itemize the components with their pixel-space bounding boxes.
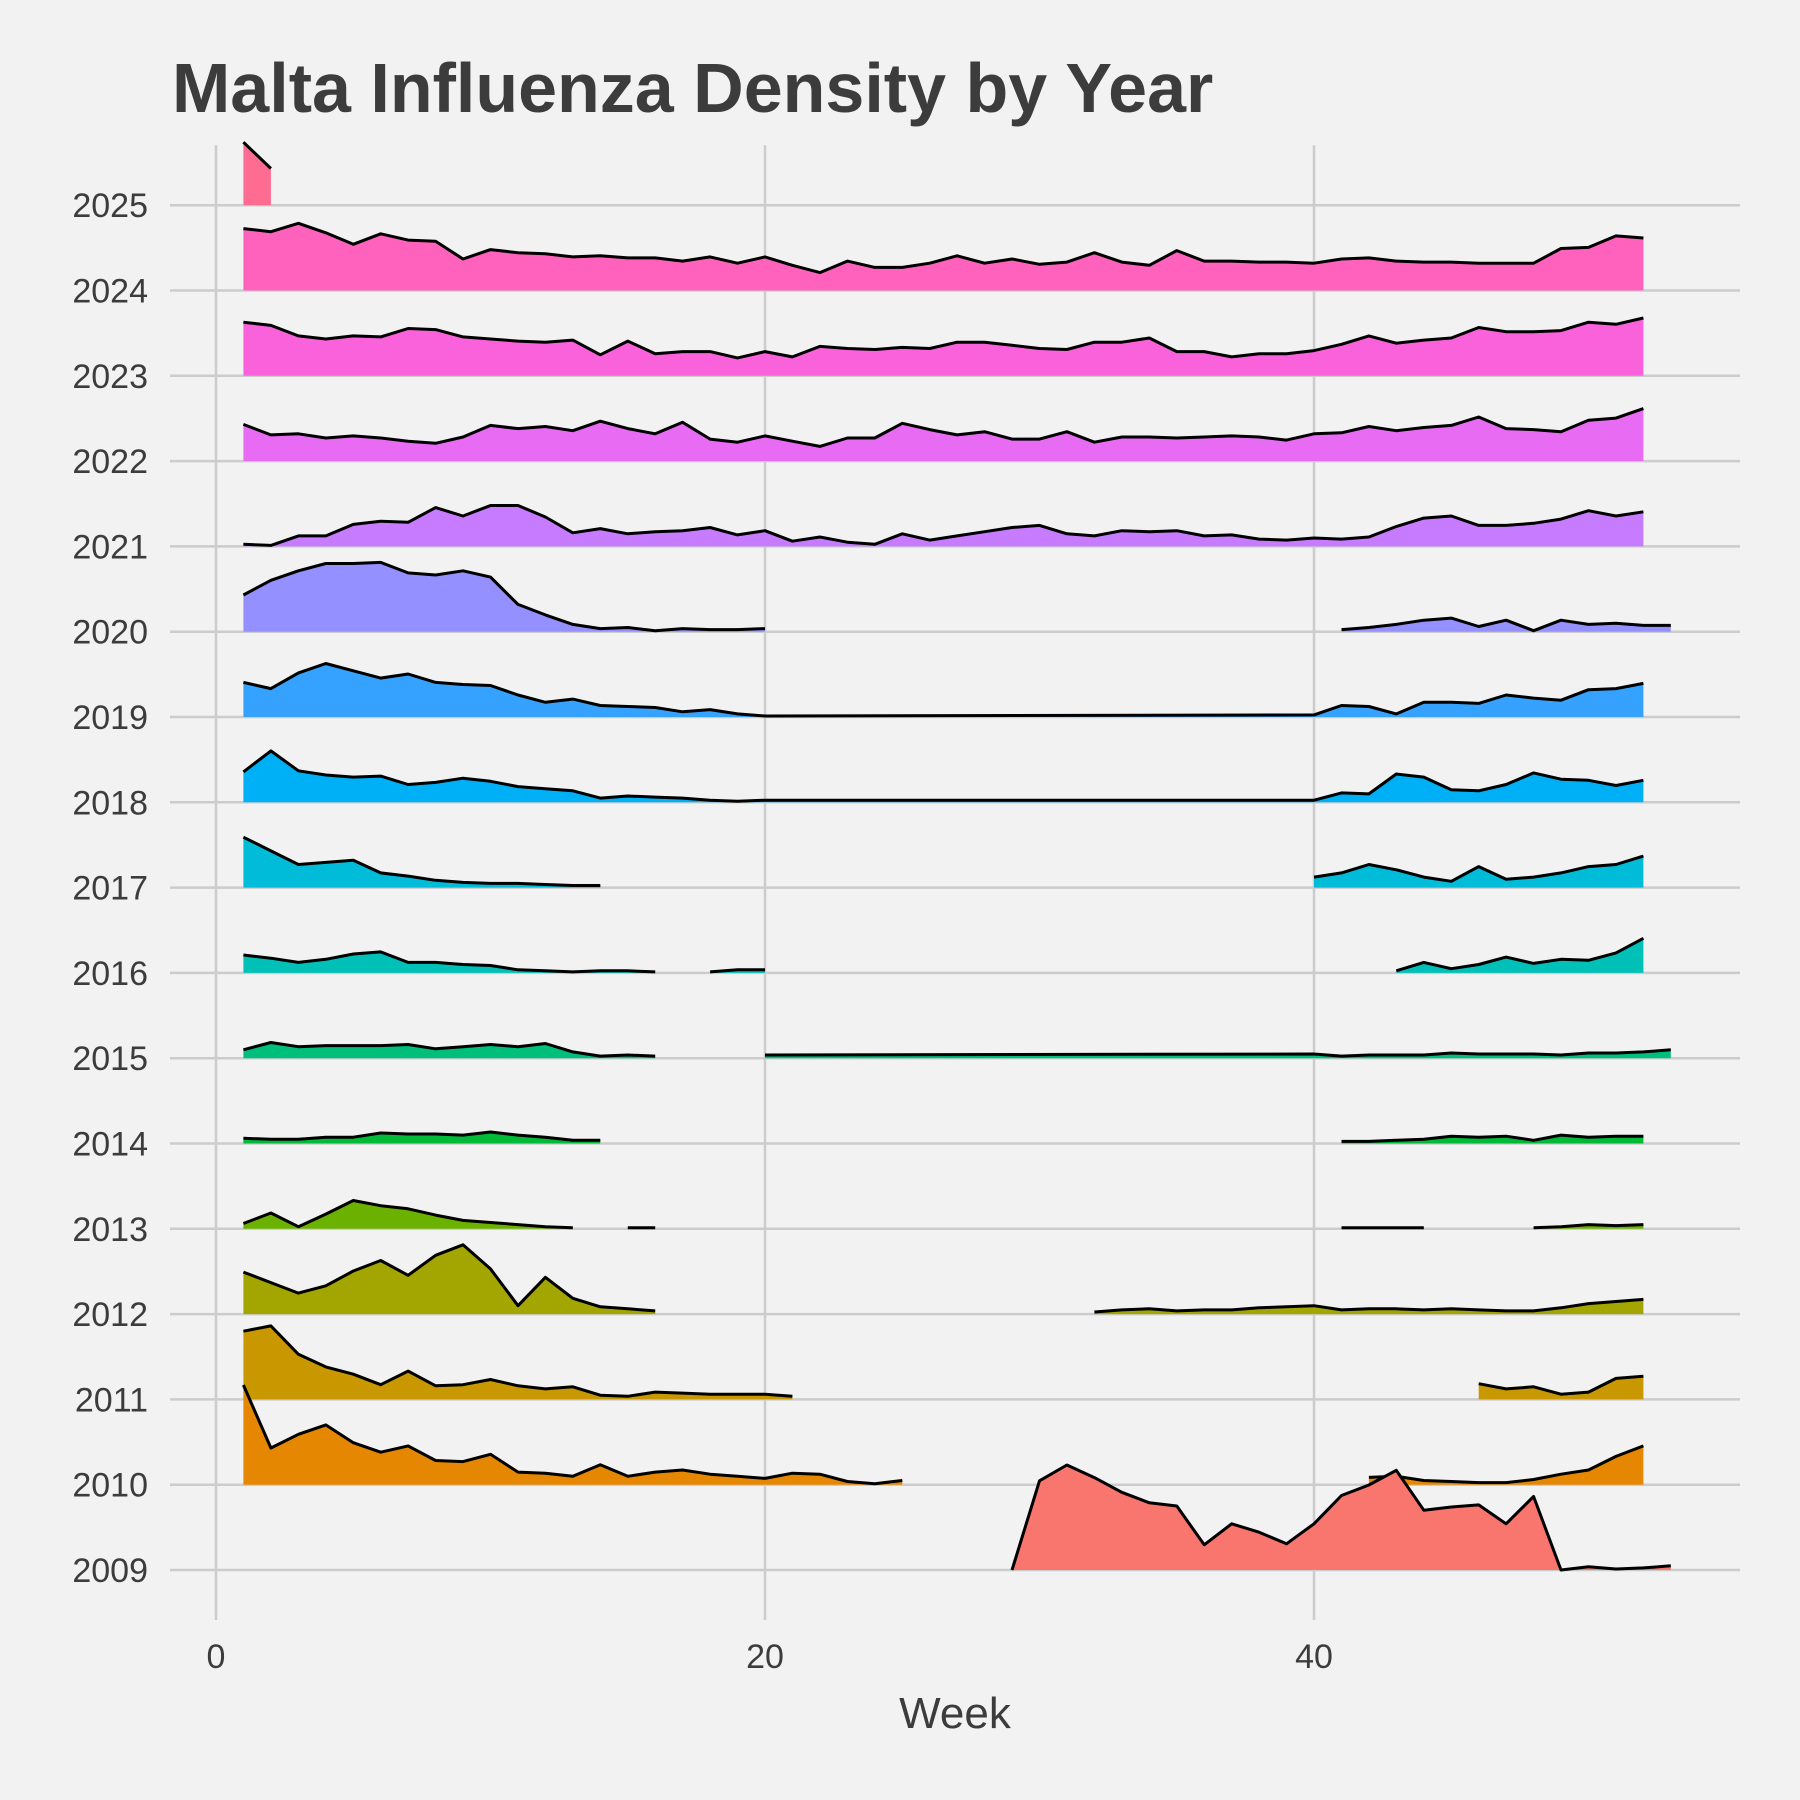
ridge-line	[1010, 1463, 1671, 1572]
ridge-line	[1341, 616, 1671, 633]
y-tick-label: 2018	[72, 784, 148, 822]
ridge-area	[243, 562, 765, 632]
ridge-area	[243, 750, 1644, 803]
ridges	[242, 141, 1671, 1572]
ridge-line	[242, 1199, 573, 1230]
ridge-area	[243, 1200, 573, 1229]
ridge-area	[243, 142, 271, 206]
ridge-area	[243, 837, 601, 888]
ridge-line	[242, 1243, 656, 1313]
ridge-2018	[242, 749, 1644, 803]
x-axis-tick-labels: 0 20 40	[207, 1638, 1333, 1676]
ridge-area	[243, 318, 1644, 376]
ridge-area	[243, 1244, 656, 1315]
ridge-area	[243, 505, 1644, 547]
chart-title: Malta Influenza Density by Year	[172, 49, 1213, 127]
ridge-2024	[243, 221, 1644, 291]
y-tick-label: 2022	[72, 443, 148, 481]
y-tick-label: 2019	[72, 699, 148, 737]
ridge-2023	[243, 316, 1644, 376]
ridge-2009	[1010, 1463, 1671, 1572]
ridge-area	[1314, 856, 1644, 888]
y-tick-label: 2014	[72, 1126, 148, 1164]
ridge-area	[243, 223, 1644, 291]
ridge-area	[1478, 1376, 1644, 1400]
y-tick-label: 2020	[72, 614, 148, 652]
ridge-area	[243, 663, 1644, 717]
ridge-2013	[242, 1199, 1644, 1230]
y-tick-label: 2021	[72, 528, 148, 566]
ridge-2016	[243, 936, 1645, 974]
ridge-line	[1395, 936, 1645, 973]
ridge-area	[243, 408, 1644, 462]
ridge-line	[243, 1130, 601, 1142]
ridge-line	[243, 221, 1644, 275]
y-tick-label: 2023	[72, 358, 148, 396]
ridge-line	[1533, 1223, 1644, 1230]
ridge-2012	[242, 1243, 1644, 1315]
y-tick-label: 2011	[75, 1381, 148, 1419]
ridge-line	[243, 1324, 793, 1398]
ridge-line	[1094, 1297, 1644, 1314]
ridge-line	[709, 968, 765, 974]
ridge-area	[765, 1049, 1671, 1059]
x-axis-label: Week	[899, 1689, 1012, 1738]
y-tick-label: 2009	[72, 1552, 148, 1590]
y-tick-label: 2017	[72, 870, 148, 908]
ridge-line	[243, 504, 1644, 547]
ridge-area	[1341, 1135, 1644, 1144]
ridge-2010	[242, 1384, 1644, 1486]
y-tick-label: 2015	[72, 1040, 148, 1078]
ridge-2017	[242, 835, 1644, 888]
ridge-line	[242, 141, 272, 170]
ridge-line	[1368, 1444, 1644, 1485]
x-tick-label: 20	[746, 1638, 784, 1676]
y-tick-label: 2012	[72, 1296, 148, 1334]
y-tick-label: 2010	[72, 1467, 148, 1505]
ridge-line	[243, 316, 1644, 360]
ridge-line	[242, 749, 1644, 803]
ridge-line	[243, 662, 1644, 718]
y-tick-label: 2013	[72, 1211, 148, 1249]
ridge-line	[242, 560, 766, 633]
ridge-line	[243, 950, 656, 974]
ridge-line	[243, 1041, 656, 1058]
ridge-2014	[243, 1130, 1644, 1144]
y-tick-label: 2016	[72, 955, 148, 993]
ridge-line	[242, 835, 601, 887]
y-tick-label: 2025	[72, 187, 148, 225]
ridge-area	[243, 1325, 793, 1400]
x-tick-label: 0	[207, 1638, 226, 1676]
ridge-2015	[243, 1041, 1671, 1059]
ridge-2025	[242, 141, 272, 206]
ridge-line	[1341, 1133, 1644, 1143]
ridge-line	[242, 407, 1644, 448]
ridge-line	[764, 1048, 1671, 1058]
x-tick-label: 40	[1295, 1638, 1333, 1676]
ridge-2019	[243, 662, 1644, 718]
y-axis-tick-labels: 2009 2010 2011 2012 2013 2014 2015 2016 2017 2018…	[72, 187, 148, 1590]
ridge-area	[243, 951, 656, 973]
ridge-area	[1396, 938, 1644, 973]
ridge-area	[1012, 1465, 1671, 1570]
ridge-line	[242, 1384, 903, 1486]
ridge-line	[1478, 1374, 1644, 1396]
ridge-2020	[242, 560, 1671, 633]
ridge-line	[1313, 854, 1644, 883]
y-tick-label: 2024	[72, 273, 148, 311]
ridge-area	[243, 1385, 903, 1485]
ridge-area	[1368, 1445, 1644, 1485]
ridge-2011	[243, 1324, 1644, 1400]
ridge-2022	[242, 407, 1644, 462]
ridge-2021	[243, 504, 1644, 547]
